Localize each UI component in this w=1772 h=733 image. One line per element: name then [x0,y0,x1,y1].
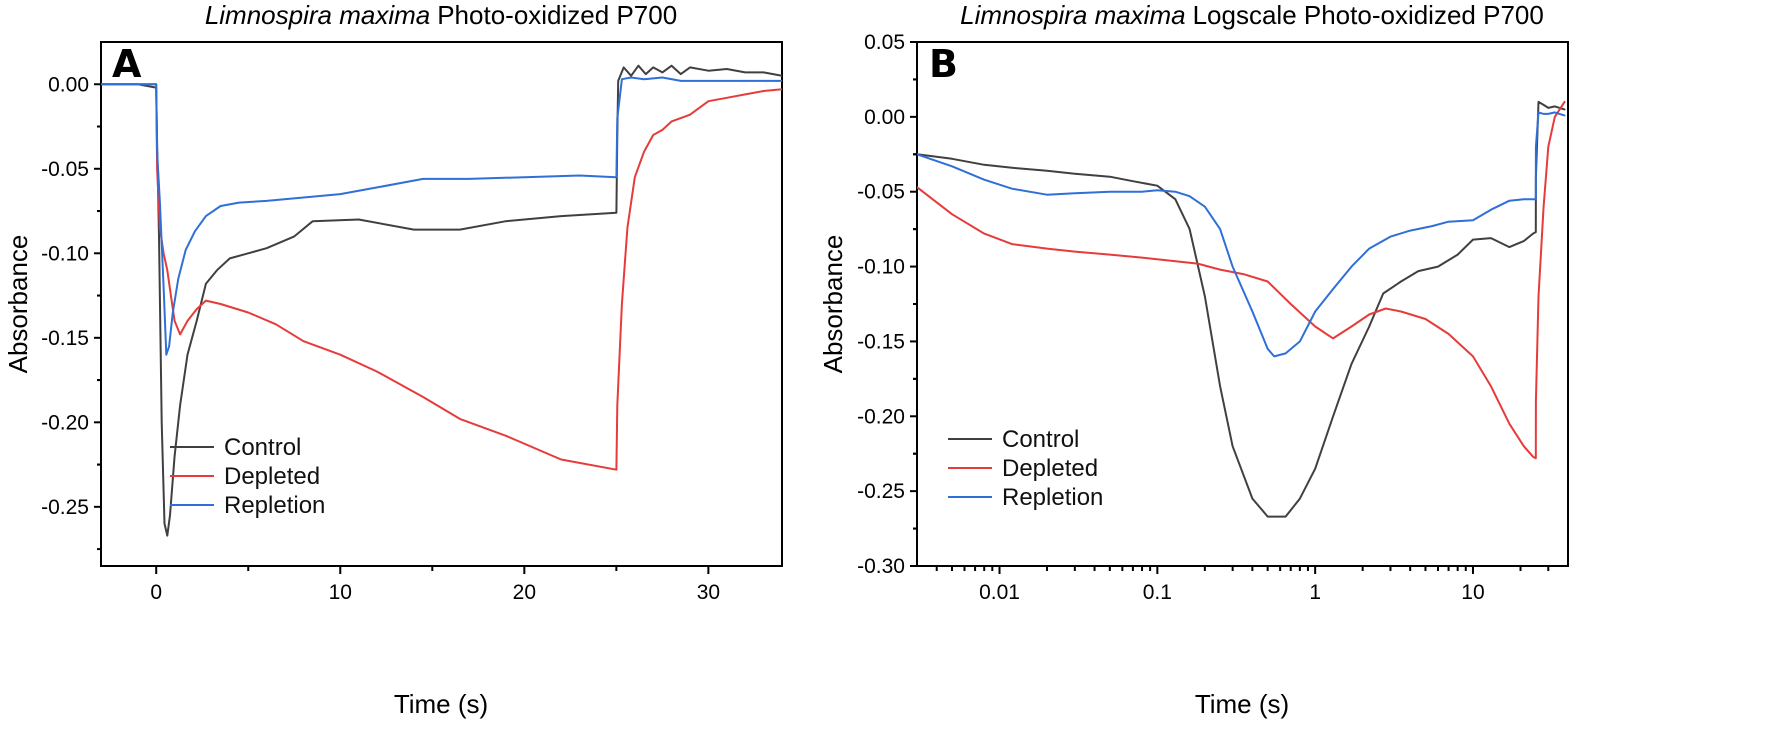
panel-a-x-axis: 0 10 20 30 [150,566,720,604]
panel-a-letter: A [112,42,142,86]
legend-label-control: Control [1002,426,1079,453]
y-tick-label: -0.20 [857,405,905,428]
panel-b-y-axis-label: Absorbance [818,235,848,374]
panel-a-series [101,64,782,537]
panel-a-title-species: Limnospira maxima [205,0,430,30]
panel-a-x-axis-label: Time (s) [394,689,488,719]
x-tick-label: 0 [150,581,162,604]
legend-label-depleted: Depleted [224,463,320,490]
x-tick-label: 20 [513,581,536,604]
series-line-depleted [101,83,782,471]
y-tick-label: 0.00 [864,106,905,129]
y-tick-label: -0.25 [857,480,905,503]
series-line-repletion [101,76,782,356]
legend-label-repletion: Repletion [1002,484,1103,511]
panel-b-letter: B [929,42,958,86]
panel-a-title-rest: Photo-oxidized P700 [437,0,677,30]
panel-b-series [917,100,1566,518]
x-tick-label: 0.1 [1143,581,1172,604]
y-tick-label: -0.15 [41,327,89,350]
legend-label-depleted: Depleted [1002,455,1098,482]
y-tick-label: -0.05 [857,181,905,204]
series-line-control [917,100,1566,518]
panel-a-y-axis: 0.00 -0.05 -0.10 -0.15 -0.20 -0.25 [41,73,101,551]
panel-a-title: Limnospira maxima Photo-oxidized P700 [205,0,677,30]
panel-b-title-rest: Logscale Photo-oxidized P700 [1193,0,1544,30]
x-tick-label: 0.01 [979,581,1020,604]
y-tick-label: 0.00 [48,73,89,96]
series-line-control [101,64,782,537]
panel-b-chart: Limnospira maxima Logscale Photo-oxidized… [818,0,1569,719]
y-tick-label: -0.30 [857,555,905,578]
panel-b-title: Limnospira maxima Logscale Photo-oxidized… [960,0,1544,30]
x-tick-label: 10 [1461,581,1484,604]
panel-b-x-axis: 0.01 0.1 1 10 [935,566,1550,604]
legend-label-control: Control [224,434,301,461]
panel-a-y-axis-label: Absorbance [3,235,33,374]
x-tick-label: 10 [329,581,352,604]
legend-label-repletion: Repletion [224,492,325,519]
panel-b-title-species: Limnospira maxima [960,0,1185,30]
y-tick-label: -0.10 [41,242,89,265]
panel-a-plot-frame [100,41,783,567]
y-tick-label: -0.20 [41,411,89,434]
y-tick-label: 0.05 [864,31,905,54]
x-tick-label: 30 [697,581,720,604]
panel-b-x-axis-label: Time (s) [1195,689,1289,719]
y-tick-label: -0.05 [41,158,89,181]
y-tick-label: -0.25 [41,496,89,519]
y-tick-label: -0.10 [857,256,905,279]
y-tick-label: -0.15 [857,330,905,353]
panel-b-y-axis: 0.05 0.00 -0.05 -0.10 -0.15 -0.20 -0.25 -0.30 [857,31,917,578]
x-tick-label: 1 [1309,581,1321,604]
panel-a-chart: Limnospira maxima Photo-oxidized P700 A 0… [3,0,783,719]
series-line-repletion [917,111,1566,358]
series-line-depleted [917,100,1566,460]
